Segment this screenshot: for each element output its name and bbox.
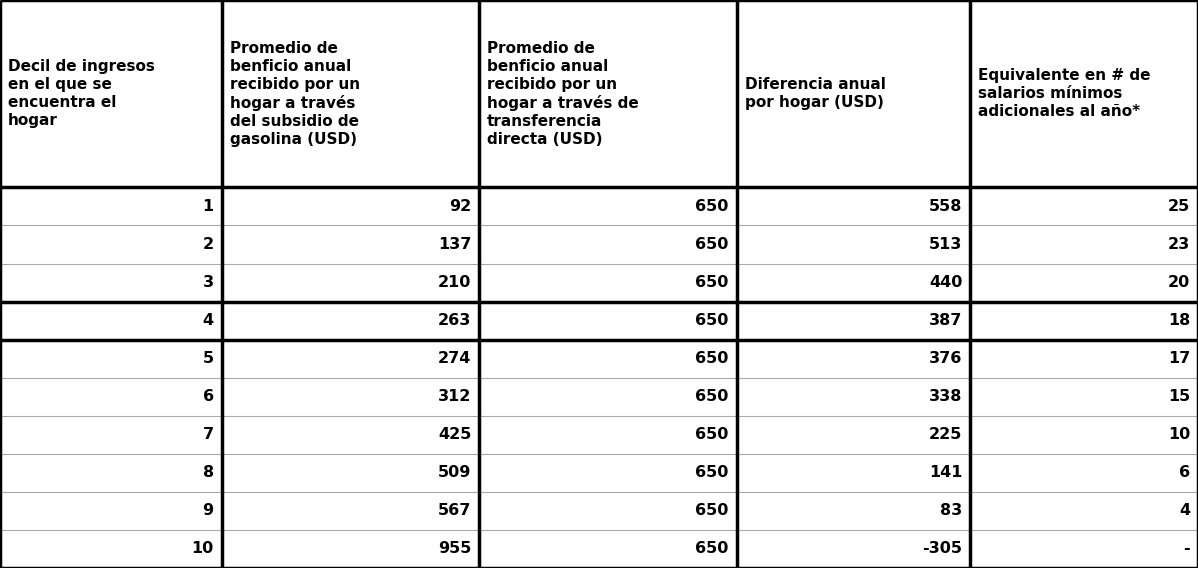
Text: Equivalente en # de
salarios mínimos
adicionales al año*: Equivalente en # de salarios mínimos adi… — [979, 68, 1151, 119]
Text: 137: 137 — [437, 237, 471, 252]
Text: 7: 7 — [202, 427, 213, 442]
Text: 20: 20 — [1168, 275, 1190, 290]
Text: Decil de ingresos
en el que se
encuentra el
hogar: Decil de ingresos en el que se encuentra… — [8, 59, 155, 128]
Text: -305: -305 — [922, 541, 962, 557]
Text: 274: 274 — [437, 351, 471, 366]
Text: 440: 440 — [928, 275, 962, 290]
Text: Promedio de
benficio anual
recibido por un
hogar a través de
transferencia
direc: Promedio de benficio anual recibido por … — [488, 40, 639, 147]
Text: 4: 4 — [202, 313, 213, 328]
Text: 312: 312 — [437, 389, 471, 404]
Text: 650: 650 — [695, 503, 728, 519]
Text: 650: 650 — [695, 313, 728, 328]
Text: -: - — [1184, 541, 1190, 557]
Text: 8: 8 — [202, 465, 213, 481]
Text: 509: 509 — [437, 465, 471, 481]
Text: 92: 92 — [449, 199, 471, 214]
Text: 650: 650 — [695, 351, 728, 366]
Text: 225: 225 — [928, 427, 962, 442]
Text: 263: 263 — [437, 313, 471, 328]
Text: 9: 9 — [202, 503, 213, 519]
Text: 17: 17 — [1168, 351, 1190, 366]
Text: 650: 650 — [695, 237, 728, 252]
Text: 387: 387 — [928, 313, 962, 328]
Text: 10: 10 — [1168, 427, 1190, 442]
Text: 513: 513 — [928, 237, 962, 252]
Text: 25: 25 — [1168, 199, 1190, 214]
Text: Diferencia anual
por hogar (USD): Diferencia anual por hogar (USD) — [745, 77, 885, 110]
Text: 1: 1 — [202, 199, 213, 214]
Text: 338: 338 — [928, 389, 962, 404]
Text: 3: 3 — [202, 275, 213, 290]
Text: 376: 376 — [928, 351, 962, 366]
Text: 567: 567 — [437, 503, 471, 519]
Text: Promedio de
benficio anual
recibido por un
hogar a través
del subsidio de
gasoli: Promedio de benficio anual recibido por … — [230, 40, 359, 147]
Text: 210: 210 — [437, 275, 471, 290]
Text: 2: 2 — [202, 237, 213, 252]
Text: 23: 23 — [1168, 237, 1190, 252]
Text: 955: 955 — [437, 541, 471, 557]
Text: 15: 15 — [1168, 389, 1190, 404]
Text: 141: 141 — [928, 465, 962, 481]
Text: 83: 83 — [940, 503, 962, 519]
Text: 5: 5 — [202, 351, 213, 366]
Text: 650: 650 — [695, 389, 728, 404]
Text: 650: 650 — [695, 465, 728, 481]
Text: 650: 650 — [695, 541, 728, 557]
Text: 425: 425 — [437, 427, 471, 442]
Text: 18: 18 — [1168, 313, 1190, 328]
Text: 10: 10 — [192, 541, 213, 557]
Text: 6: 6 — [202, 389, 213, 404]
Text: 558: 558 — [928, 199, 962, 214]
Text: 650: 650 — [695, 427, 728, 442]
Text: 4: 4 — [1179, 503, 1190, 519]
Text: 6: 6 — [1179, 465, 1190, 481]
Text: 650: 650 — [695, 275, 728, 290]
Text: 650: 650 — [695, 199, 728, 214]
